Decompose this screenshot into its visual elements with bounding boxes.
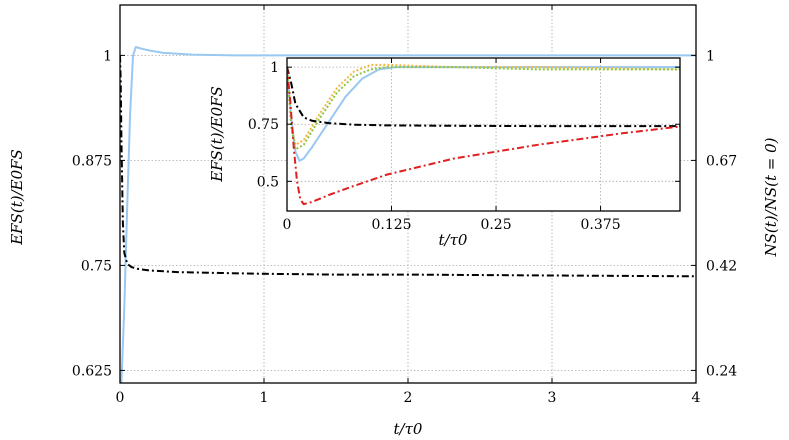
main-x-axis-label: t/τ0 xyxy=(394,420,423,438)
right-y-axis-label: NS(t)/NS(t = 0) xyxy=(762,137,780,257)
main-series-line-2 xyxy=(120,55,696,278)
main-y2-tick-label: 0.24 xyxy=(706,363,737,379)
main-ticks: 0 1 2 3 4 0.625 0.24 0.75 0.42 0.875 0.67 1 1 xyxy=(72,5,737,406)
inset-series-line-5 xyxy=(287,67,680,206)
inset-x-tick-label: 0.375 xyxy=(581,217,621,233)
inset-x-tick-label: 0.25 xyxy=(480,217,511,233)
inset-y-tick-label: 1 xyxy=(270,60,279,76)
main-x-tick-label: 0 xyxy=(116,390,125,406)
main-y2-tick-label: 0.67 xyxy=(706,153,737,169)
main-y2-tick-label: 1 xyxy=(706,48,715,64)
inset-series-line-3 xyxy=(287,66,680,151)
main-x-tick-label: 2 xyxy=(404,390,413,406)
inset-ticks: 0 0.125 0.25 0.375 0.5 0.75 1 xyxy=(248,58,680,233)
inset-x-tick-label: 0 xyxy=(283,217,292,233)
main-y-tick-label: 0.625 xyxy=(72,363,112,379)
main-y-tick-label: 0.75 xyxy=(81,258,112,274)
main-series xyxy=(120,46,696,383)
main-x-tick-label: 1 xyxy=(260,390,269,406)
main-x-tick-label: 4 xyxy=(692,390,701,406)
main-y2-tick-label: 0.42 xyxy=(706,258,737,274)
inset-y-tick-label: 0.5 xyxy=(257,174,279,190)
inset-y-axis-label: EFS(t)/E0FS xyxy=(208,86,226,183)
inset-chart: 0 0.125 0.25 0.375 0.5 0.75 1 t/τ0 EFS(t)/E0FS xyxy=(208,57,681,249)
inset-series-line-4 xyxy=(287,66,680,128)
inset-x-tick-label: 0.125 xyxy=(371,217,411,233)
inset-plot-frame xyxy=(286,57,681,212)
main-x-tick-label: 3 xyxy=(548,390,557,406)
inset-series xyxy=(287,63,680,206)
main-y-tick-label: 1 xyxy=(103,48,112,64)
main-y-tick-label: 0.875 xyxy=(72,153,112,169)
main-plot-frame xyxy=(119,4,697,384)
inset-y-tick-label: 0.75 xyxy=(248,117,279,133)
inset-x-axis-label: t/τ0 xyxy=(439,231,468,249)
main-y-axis-label: EFS(t)/E0FS xyxy=(8,149,26,246)
